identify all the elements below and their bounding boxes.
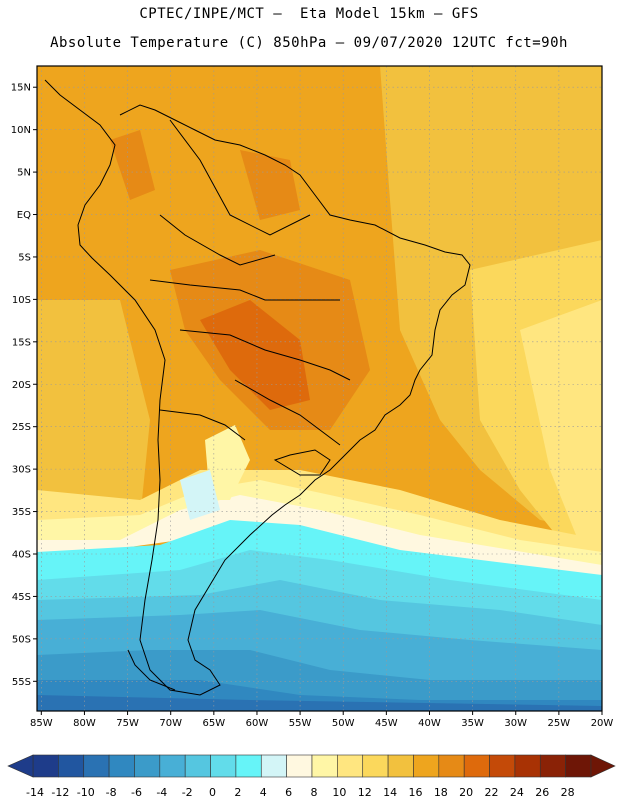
colorbar-swatch bbox=[362, 754, 389, 778]
lon-label: 50W bbox=[332, 718, 355, 729]
colorbar-label: 28 bbox=[561, 786, 575, 799]
lat-label: 5S bbox=[18, 252, 31, 263]
lat-label: 35S bbox=[12, 507, 31, 518]
longitude-labels: 85W 80W 75W 70W 65W 60W 55W 50W 45W 40W 35W 30W 25W 2… bbox=[30, 711, 613, 729]
colorbar-swatch bbox=[108, 754, 135, 778]
lon-label: 30W bbox=[504, 718, 527, 729]
colorbar-label: 24 bbox=[510, 786, 524, 799]
colorbar-swatch bbox=[286, 754, 313, 778]
colorbar-swatch bbox=[83, 754, 110, 778]
colorbar-swatch bbox=[134, 754, 161, 778]
colorbar-swatch bbox=[311, 754, 338, 778]
colorbar-label: -4 bbox=[156, 786, 167, 799]
lat-label: 40S bbox=[12, 549, 31, 560]
colorbar-label: 12 bbox=[358, 786, 372, 799]
lon-label: 65W bbox=[203, 718, 226, 729]
colorbar-swatch bbox=[58, 754, 85, 778]
colorbar-swatch bbox=[32, 754, 59, 778]
colorbar-swatch bbox=[235, 754, 262, 778]
chart-subtitle: Absolute Temperature (C) 850hPa – 09/07/… bbox=[50, 35, 568, 51]
colorbar-max-arrow bbox=[590, 754, 616, 778]
lon-label: 80W bbox=[73, 718, 96, 729]
lat-label: 10N bbox=[11, 125, 31, 136]
colorbar-swatch bbox=[184, 754, 211, 778]
colorbar-swatch bbox=[565, 754, 592, 778]
lon-label: 20W bbox=[591, 718, 614, 729]
colorbar-swatch bbox=[210, 754, 237, 778]
lat-label: 10S bbox=[12, 295, 31, 306]
lon-label: 35W bbox=[461, 718, 484, 729]
colorbar-swatch bbox=[438, 754, 465, 778]
chart-title: CPTEC/INPE/MCT – Eta Model 15km – GFS bbox=[139, 6, 479, 22]
colorbar-labels: -14 -12 -10 -8 -6 -4 -2 0 2 4 6 8 10 12 14 16 18 20 22 24 26… bbox=[26, 786, 575, 799]
colorbar-label: 6 bbox=[285, 786, 292, 799]
colorbar-label: 8 bbox=[311, 786, 318, 799]
colorbar-swatch bbox=[337, 754, 364, 778]
colorbar-label: 2 bbox=[234, 786, 241, 799]
colorbar-label: 20 bbox=[459, 786, 473, 799]
colorbar-label: -2 bbox=[182, 786, 193, 799]
lat-label: 25S bbox=[12, 422, 31, 433]
colorbar-swatch bbox=[539, 754, 566, 778]
temperature-field bbox=[37, 66, 602, 711]
lat-label: 15N bbox=[11, 83, 31, 94]
colorbar bbox=[7, 754, 616, 778]
lat-label: 15S bbox=[12, 337, 31, 348]
lon-label: 40W bbox=[418, 718, 441, 729]
lon-label: 75W bbox=[116, 718, 139, 729]
colorbar-label: 14 bbox=[383, 786, 397, 799]
lat-label: 55S bbox=[12, 677, 31, 688]
lat-label: 20S bbox=[12, 380, 31, 391]
colorbar-swatch bbox=[387, 754, 414, 778]
colorbar-swatch bbox=[159, 754, 186, 778]
lon-label: 60W bbox=[246, 718, 269, 729]
colorbar-label: 22 bbox=[485, 786, 499, 799]
colorbar-label: -12 bbox=[51, 786, 69, 799]
colorbar-label: 10 bbox=[332, 786, 346, 799]
lat-label: 50S bbox=[12, 634, 31, 645]
coastlines bbox=[44, 79, 471, 696]
colorbar-label: 16 bbox=[408, 786, 422, 799]
colorbar-label: 0 bbox=[209, 786, 216, 799]
colorbar-label: -14 bbox=[26, 786, 44, 799]
colorbar-label: -10 bbox=[77, 786, 95, 799]
lon-label: 55W bbox=[289, 718, 312, 729]
colorbar-swatch bbox=[413, 754, 440, 778]
colorbar-label: 18 bbox=[434, 786, 448, 799]
colorbar-swatch bbox=[260, 754, 287, 778]
colorbar-label: 4 bbox=[260, 786, 267, 799]
lat-label: 5N bbox=[17, 168, 31, 179]
colorbar-label: 26 bbox=[535, 786, 549, 799]
lat-label: EQ bbox=[17, 210, 31, 221]
lat-label: 30S bbox=[12, 465, 31, 476]
colorbar-min-arrow bbox=[7, 754, 34, 778]
lon-label: 45W bbox=[375, 718, 398, 729]
lon-label: 70W bbox=[159, 718, 182, 729]
lon-label: 85W bbox=[30, 718, 53, 729]
colorbar-swatch bbox=[514, 754, 541, 778]
colorbar-label: -8 bbox=[106, 786, 117, 799]
latitude-labels: 15N 10N 5N EQ 5S 10S 15S 20S 25S 30S 35S 40S 45S 50S 5… bbox=[11, 83, 37, 688]
map-frame bbox=[36, 65, 603, 712]
lon-label: 25W bbox=[548, 718, 571, 729]
colorbar-swatch bbox=[489, 754, 516, 778]
colorbar-label: -6 bbox=[131, 786, 142, 799]
colorbar-swatch bbox=[463, 754, 490, 778]
lat-label: 45S bbox=[12, 592, 31, 603]
